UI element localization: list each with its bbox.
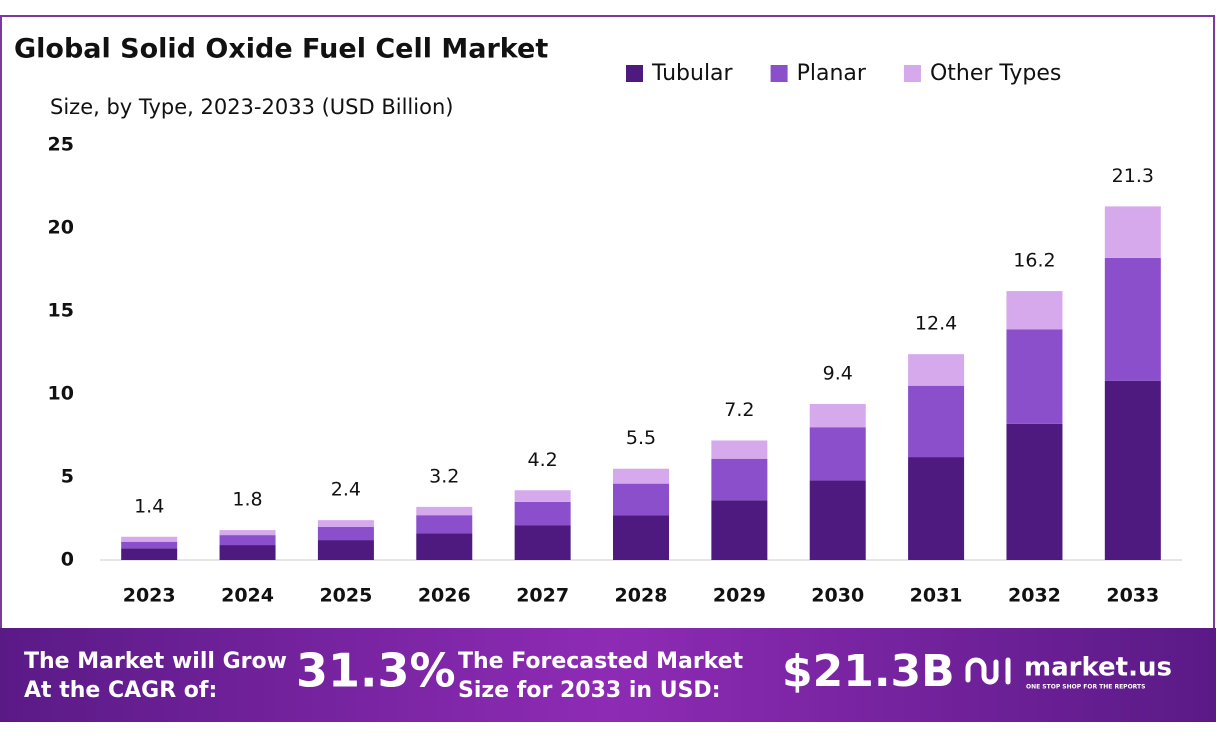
legend-label: Other Types [930,61,1061,86]
total-label: 9.4 [823,362,853,384]
bar-segment [416,506,473,516]
bar-segment [711,458,768,501]
x-tick-label: 2025 [319,585,372,607]
cagr-text: The Market will Grow [24,649,287,674]
total-label: 3.2 [429,465,459,487]
forecast-value: $21.3B [782,646,955,697]
x-tick-label: 2029 [713,585,766,607]
legend-swatch [903,65,921,82]
forecast-text: Size for 2033 in USD: [458,678,721,703]
bar-segment [514,525,571,560]
x-tick-label: 2023 [123,585,176,607]
x-tick-label: 2024 [221,585,274,607]
bar-segment [219,530,276,536]
legend-label: Planar [797,61,867,86]
bar-segment [1104,380,1161,560]
bar-segment [1006,423,1063,560]
footer-band [0,628,1216,722]
forecast-text: The Forecasted Market [458,649,744,674]
bar-segment [908,354,965,386]
y-tick-label: 0 [61,549,74,571]
legend-swatch [770,65,788,82]
bar-segment [121,548,178,560]
bar-segment [219,545,276,560]
total-label: 7.2 [724,399,754,421]
chart-subtitle: Size, by Type, 2023-2033 (USD Billion) [50,95,453,119]
bar-segment [1006,291,1063,330]
bar-segment [1006,329,1063,424]
legend-swatch [626,65,643,82]
bar-segment [809,427,866,481]
bar-segment [809,403,866,428]
bar-segment [514,490,571,502]
total-label: 16.2 [1013,250,1055,272]
y-tick-label: 20 [48,217,74,239]
bar-segment [121,536,178,542]
bar-segment [1104,206,1161,258]
bar-segment [514,501,571,526]
bar-segment [908,457,965,560]
x-tick-label: 2028 [615,585,668,607]
bar-segment [416,515,473,534]
logo-icon [965,657,1011,685]
y-tick-label: 15 [48,300,74,322]
bar-segment [121,541,178,549]
bar-segment [809,480,866,560]
bar-segment [317,540,374,560]
total-label: 21.3 [1112,165,1154,187]
legend-label: Tubular [651,61,734,86]
y-tick-label: 5 [61,466,74,488]
bar-segment [908,385,965,458]
total-label: 1.8 [232,489,262,511]
y-tick-label: 10 [48,383,74,405]
cagr-value: 31.3% [296,644,456,698]
bar-segment [219,535,276,546]
x-tick-label: 2027 [516,585,569,607]
bar-segment [711,440,768,459]
x-tick-label: 2030 [811,585,864,607]
total-label: 2.4 [331,479,361,501]
cagr-text: At the CAGR of: [24,678,217,703]
bar-segment [613,515,669,560]
bar-segment [416,533,473,560]
footer: The Market will Grow At the CAGR of: 31.… [24,644,1172,704]
bar-segment [613,468,669,484]
x-tick-label: 2032 [1008,585,1061,607]
x-tick-label: 2031 [910,585,963,607]
total-label: 1.4 [134,495,164,517]
bar-segment [613,483,669,516]
total-label: 4.2 [528,449,558,471]
brand: market.us [1024,653,1172,683]
tagline: ONE STOP SHOP FOR THE REPORTS [1026,684,1145,691]
bar-segment [1104,257,1161,381]
bar-segment [711,500,768,560]
bar-segment [317,520,374,527]
bar-segment [317,526,374,541]
total-label: 12.4 [915,313,957,335]
y-tick-label: 25 [48,134,74,156]
total-label: 5.5 [626,427,656,449]
chart-title: Global Solid Oxide Fuel Cell Market [14,34,548,65]
x-tick-label: 2033 [1106,585,1159,607]
x-tick-label: 2026 [418,585,471,607]
